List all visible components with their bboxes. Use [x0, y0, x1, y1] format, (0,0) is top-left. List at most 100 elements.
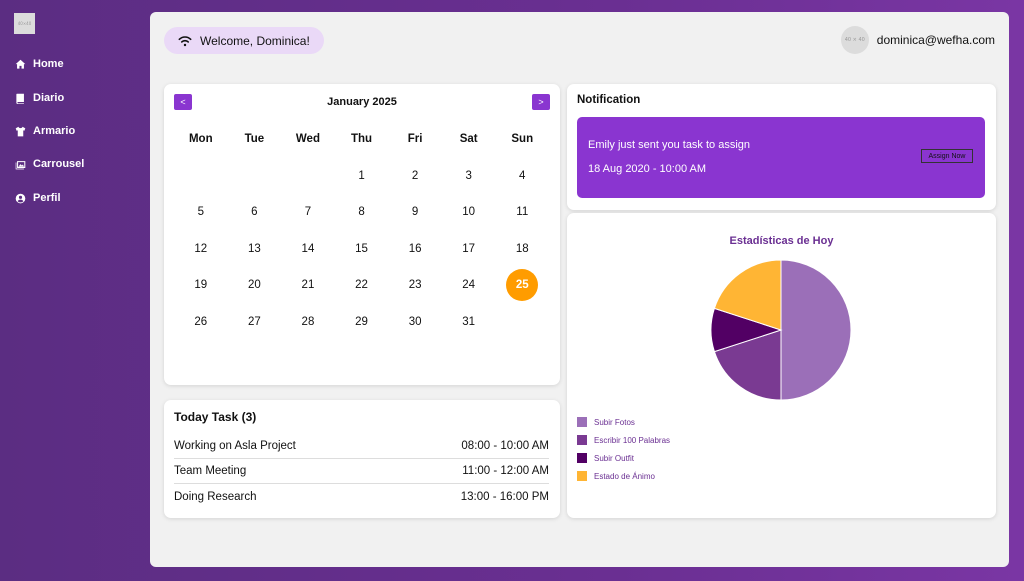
calendar-day[interactable]: 15	[355, 242, 368, 255]
weekday-header: Tue	[244, 133, 265, 146]
calendar-day[interactable]: 7	[304, 206, 312, 219]
notification-date: 18 Aug 2020 - 10:00 AM	[588, 163, 707, 175]
sidebar-item-home[interactable]: Home	[14, 54, 64, 74]
pie-slice[interactable]	[713, 329, 782, 401]
calendar-day[interactable]: 19	[194, 279, 208, 292]
notification-item: Emily just sent you task to assign 18 Au…	[577, 117, 985, 198]
calendar-day[interactable]: 18	[515, 242, 529, 255]
task-row[interactable]: Team Meeting 11:00 - 12:00 AM	[174, 459, 549, 484]
calendar-day[interactable]: 11	[516, 206, 529, 219]
shirt-icon	[14, 125, 26, 137]
notification-message: Emily just sent you task to assign	[588, 139, 751, 151]
task-row[interactable]: Working on Asla Project 08:00 - 10:00 AM	[174, 434, 549, 459]
calendar-empty-cell	[174, 158, 228, 194]
sidebar-item-diario[interactable]: Diario	[14, 88, 64, 108]
notification-title: Notification	[577, 94, 641, 106]
task-name: Working on Asla Project	[174, 440, 296, 452]
calendar-day[interactable]: 6	[251, 206, 258, 219]
legend-label: Subir Fotos	[594, 417, 635, 427]
pie-slice[interactable]	[713, 259, 782, 331]
calendar-today[interactable]: 25	[506, 269, 539, 302]
calendar-day[interactable]: 9	[411, 206, 419, 219]
calendar-day[interactable]: 12	[194, 242, 208, 255]
task-name: Team Meeting	[174, 465, 247, 477]
user-email: dominica@wefha.com	[876, 33, 995, 47]
calendar-day[interactable]: 3	[465, 169, 472, 182]
weekday-header: Mon	[188, 133, 213, 146]
calendar-day[interactable]: 17	[462, 242, 476, 255]
sidebar-item-carrousel[interactable]: Carrousel	[14, 154, 84, 174]
weekday-header: Sat	[459, 133, 478, 146]
user-menu[interactable]: 40 × 40 dominica@wefha.com	[840, 26, 995, 54]
book-icon	[14, 92, 26, 104]
calendar-day[interactable]: 31	[462, 315, 476, 328]
legend-item[interactable]: Subir Fotos	[577, 413, 670, 431]
task-row[interactable]: Doing Research 13:00 - 16:00 PM	[174, 484, 549, 509]
calendar-day[interactable]: 26	[194, 315, 208, 328]
avatar[interactable]: 40 × 40	[840, 26, 869, 54]
calendar-empty-cell	[495, 304, 549, 340]
tasks-title: Today Task (3)	[174, 410, 257, 424]
calendar-day[interactable]: 28	[301, 315, 315, 328]
sidebar-item-label: Diario	[33, 92, 65, 104]
calendar-day[interactable]: 27	[247, 315, 261, 328]
calendar-day[interactable]: 2	[411, 169, 419, 182]
welcome-text: Welcome, Dominica!	[200, 33, 310, 48]
home-icon	[14, 58, 26, 70]
stats-title: Estadísticas de Hoy	[729, 235, 834, 247]
calendar-day[interactable]: 23	[408, 279, 422, 292]
sidebar-item-label: Perfil	[33, 192, 61, 204]
calendar-day[interactable]: 20	[247, 279, 261, 292]
legend-swatch	[577, 435, 587, 445]
legend-item[interactable]: Subir Outfit	[577, 449, 670, 467]
calendar-day[interactable]: 24	[462, 279, 476, 292]
task-name: Doing Research	[174, 490, 257, 503]
calendar-day[interactable]: 5	[197, 206, 204, 219]
main-panel: Welcome, Dominica! 40 × 40 dominica@wefh…	[150, 12, 1009, 567]
calendar-card: < January 2025 > Mon Tue Wed Thu Fri Sat Sun 1 2…	[164, 84, 560, 385]
user-circle-icon	[14, 192, 26, 204]
stats-card: Estadísticas de Hoy Subir Fotos Escribir …	[567, 213, 996, 518]
calendar-empty-cell	[281, 158, 335, 194]
sidebar-item-perfil[interactable]: Perfil	[14, 188, 61, 208]
calendar-day[interactable]: 21	[301, 279, 315, 292]
legend-swatch	[577, 453, 587, 463]
calendar-day[interactable]: 1	[358, 169, 365, 182]
weekday-header: Fri	[407, 133, 423, 146]
calendar-empty-cell	[228, 158, 282, 194]
calendar-day[interactable]: 16	[408, 242, 422, 255]
legend-label: Escribir 100 Palabras	[594, 435, 671, 445]
legend-label: Subir Outfit	[594, 453, 635, 463]
calendar-day[interactable]: 25	[495, 267, 549, 303]
calendar-day[interactable]: 4	[519, 169, 526, 182]
sidebar-item-label: Armario	[33, 125, 76, 137]
notification-card: Notification Emily just sent you task to…	[567, 84, 996, 210]
calendar-day[interactable]: 29	[355, 315, 368, 328]
task-time: 08:00 - 10:00 AM	[461, 440, 549, 452]
calendar-day[interactable]: 8	[358, 206, 365, 219]
legend-item[interactable]: Escribir 100 Palabras	[577, 431, 670, 449]
images-icon	[14, 158, 26, 170]
welcome-banner: Welcome, Dominica!	[164, 27, 324, 54]
calendar-day[interactable]: 10	[462, 206, 476, 219]
prev-month-button[interactable]: <	[174, 94, 192, 110]
next-month-button[interactable]: >	[532, 94, 550, 110]
legend-swatch	[577, 417, 587, 427]
calendar-day[interactable]: 30	[408, 315, 422, 328]
legend-swatch	[577, 471, 587, 481]
calendar-grid: Mon Tue Wed Thu Fri Sat Sun 1 2 3 4 5 6 7 8 9 10 11 12 13 14…	[174, 121, 549, 340]
legend-item[interactable]: Estado de Ánimo	[577, 467, 670, 485]
assign-now-button[interactable]: Assign Now	[921, 149, 973, 163]
task-time: 13:00 - 16:00 PM	[460, 490, 549, 503]
today-task-card: Today Task (3) Working on Asla Project 0…	[164, 400, 560, 518]
weekday-header: Sun	[511, 133, 534, 146]
weekday-header: Thu	[350, 133, 373, 146]
wifi-icon	[178, 35, 192, 46]
pie-slice[interactable]	[780, 259, 852, 401]
calendar-day[interactable]: 22	[355, 279, 368, 292]
pie-chart	[710, 259, 852, 401]
sidebar-item-armario[interactable]: Armario	[14, 121, 75, 141]
logo: 40×40	[14, 13, 35, 34]
calendar-day[interactable]: 14	[301, 242, 315, 255]
calendar-day[interactable]: 13	[247, 242, 261, 255]
